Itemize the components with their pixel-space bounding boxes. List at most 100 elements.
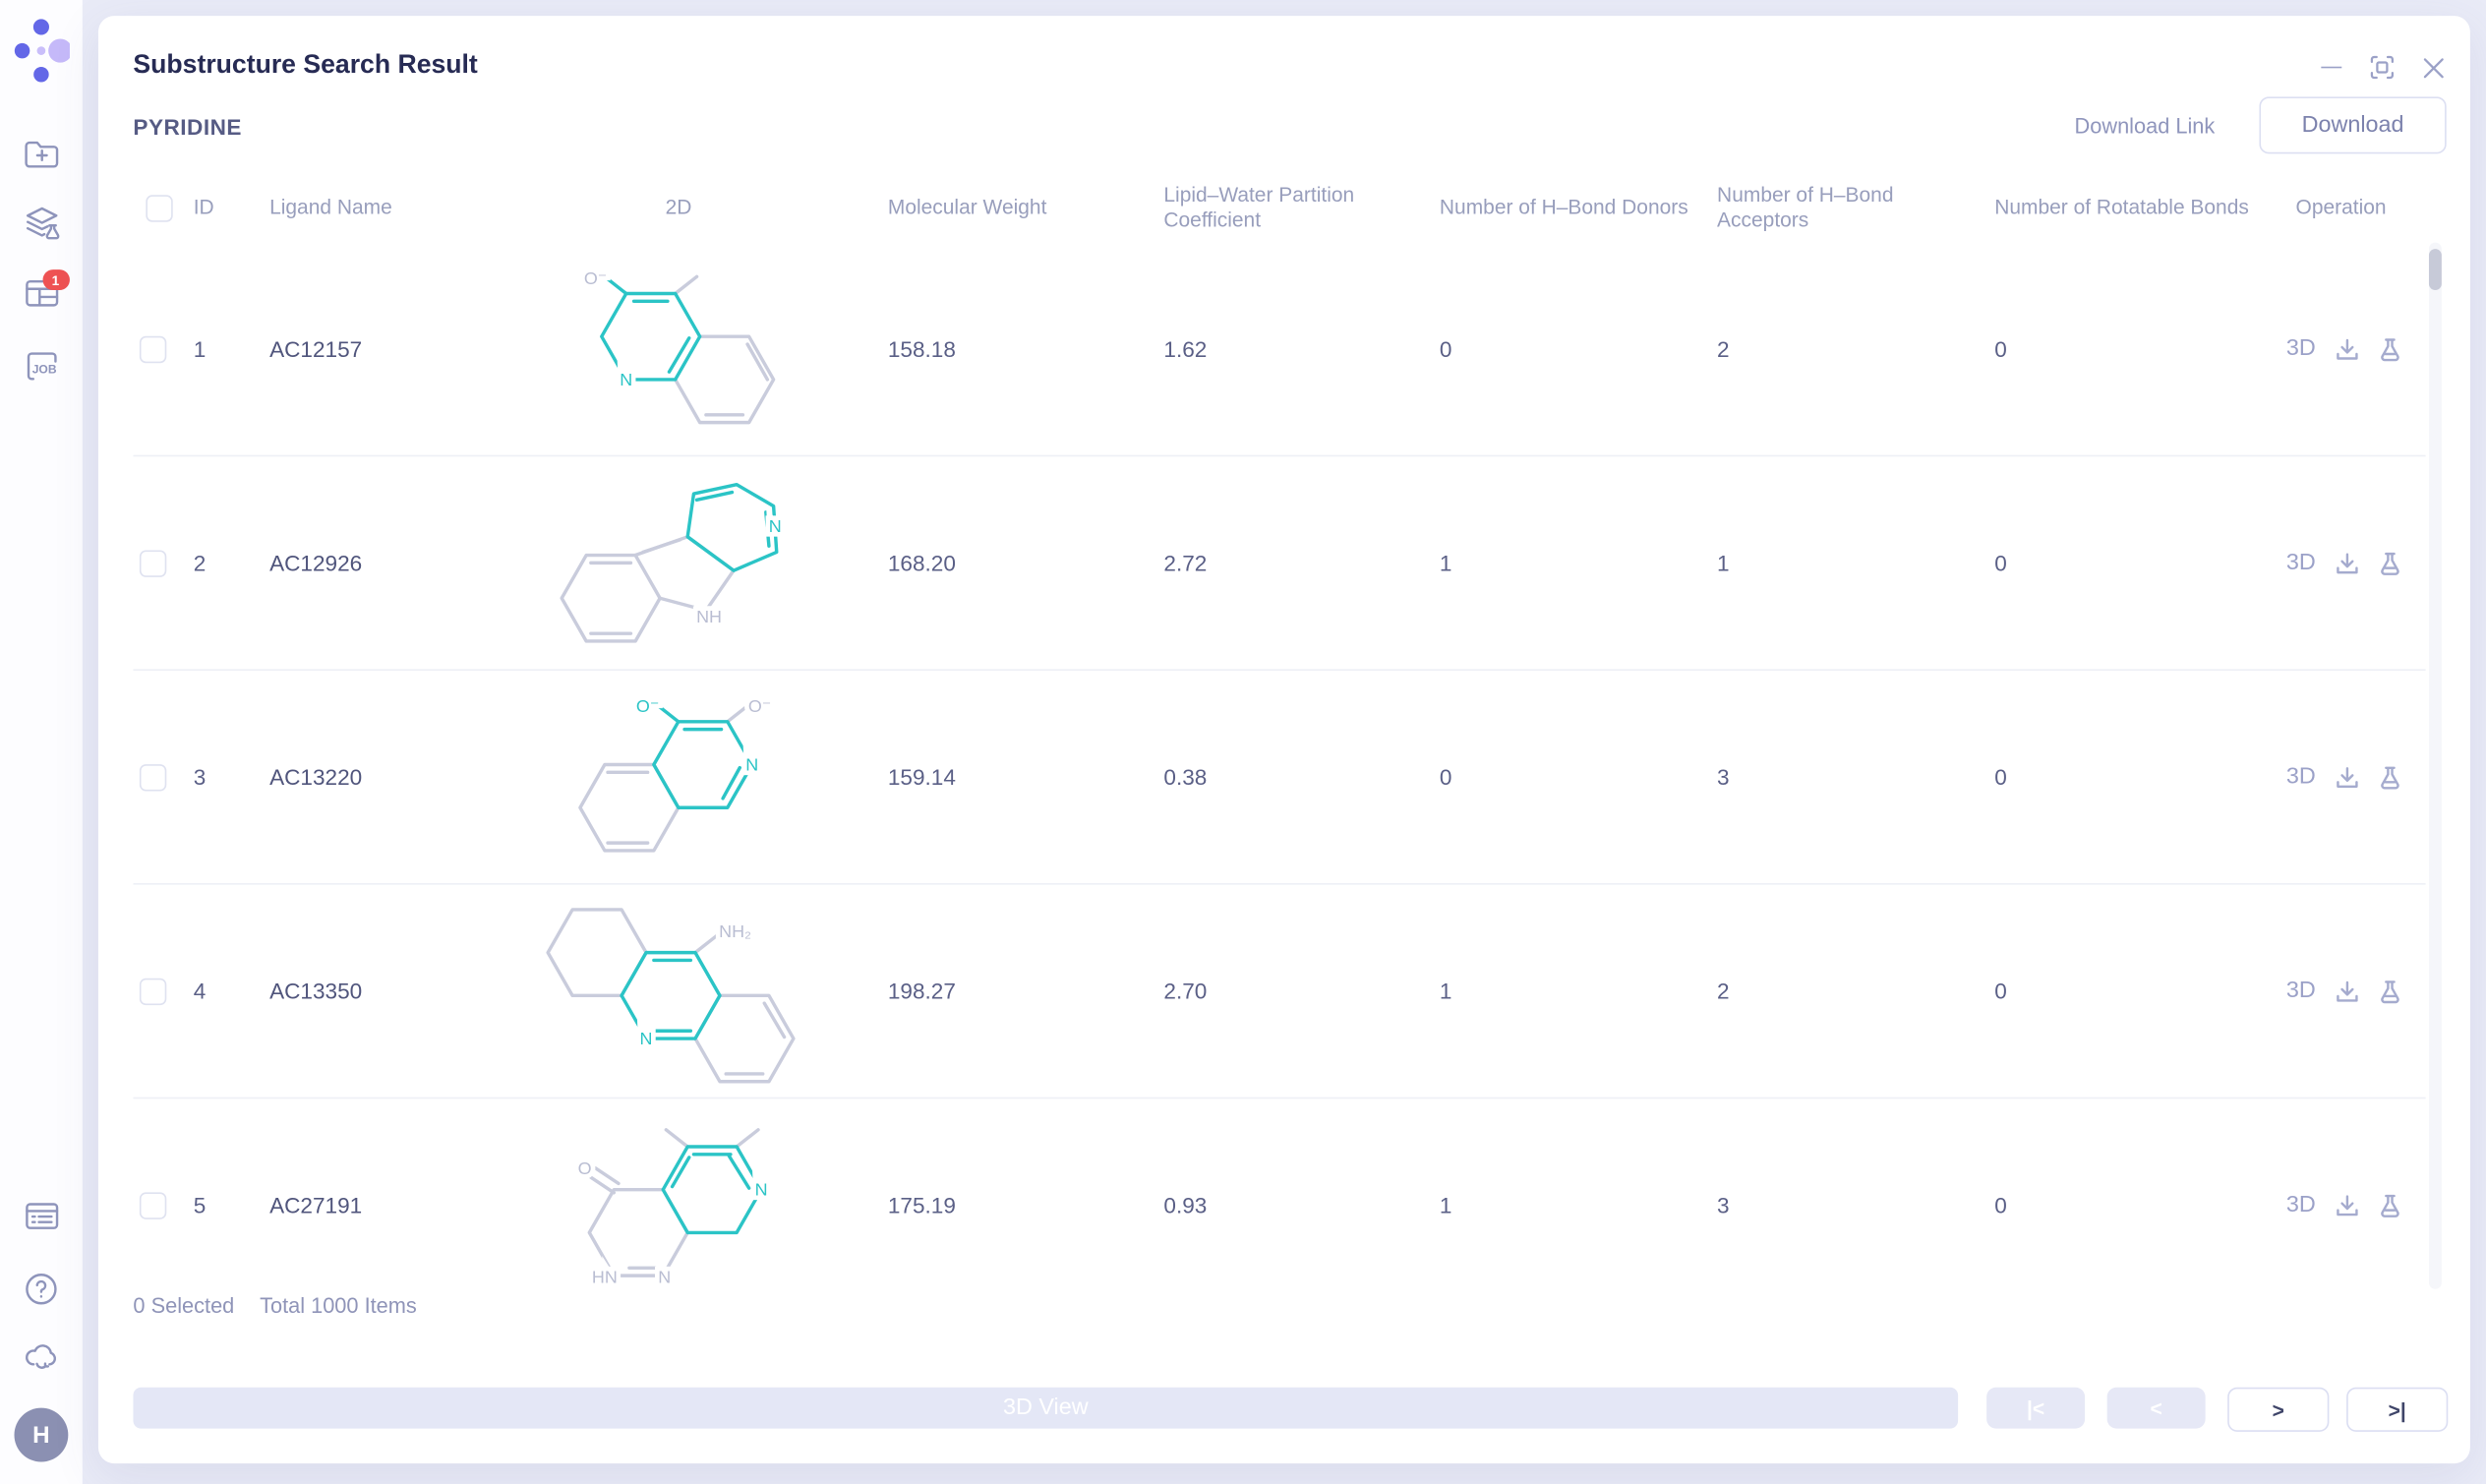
folder-plus-icon <box>24 141 58 168</box>
row-checkbox[interactable] <box>139 334 167 363</box>
view-3d-link[interactable]: 3D <box>2285 978 2316 1004</box>
close-button[interactable] <box>2421 55 2445 79</box>
view-3d-link[interactable]: 3D <box>2285 335 2316 362</box>
download-icon[interactable] <box>2335 765 2358 789</box>
cell-partition-coefficient: 2.72 <box>1163 550 1208 576</box>
select-all-checkbox[interactable] <box>146 194 173 221</box>
pagination-first[interactable]: |< <box>1986 1387 2086 1429</box>
cell-operation: 3D <box>2283 885 2426 1098</box>
cell-partition-coefficient: 2.70 <box>1163 978 1208 1004</box>
cell-ligand-name: AC13350 <box>269 978 363 1004</box>
svg-text:N: N <box>769 516 782 536</box>
substructure-search-modal: Substructure Search Result PYRIDINE Down… <box>97 16 2470 1464</box>
download-icon[interactable] <box>2335 1193 2358 1217</box>
flask-icon[interactable] <box>2378 337 2401 361</box>
cell-2d-structure: N NH₂ <box>539 885 875 1098</box>
col-rotatable-bonds: Number of Rotatable Bonds <box>1994 195 2249 219</box>
table-row: 2 AC12926 N NH 168.20 2.72 1 1 0 3D <box>133 456 2426 671</box>
cell-rotatable-bonds: 0 <box>1994 764 2007 790</box>
view-3d-link[interactable]: 3D <box>2285 1192 2316 1218</box>
row-checkbox[interactable] <box>139 977 167 1005</box>
svg-text:N: N <box>620 370 632 389</box>
cell-partition-coefficient: 0.38 <box>1163 764 1208 790</box>
minimize-button[interactable] <box>2320 55 2343 79</box>
layers-flask-icon <box>26 207 59 240</box>
svg-text:O⁻: O⁻ <box>636 696 659 716</box>
cell-hbond-donors: 1 <box>1439 978 1452 1004</box>
pagination-prev[interactable]: < <box>2106 1387 2206 1429</box>
flask-icon[interactable] <box>2378 765 2401 789</box>
svg-text:O: O <box>578 1158 592 1178</box>
cell-hbond-donors: 1 <box>1439 550 1452 576</box>
download-icon[interactable] <box>2335 979 2358 1003</box>
svg-text:NH: NH <box>696 607 722 626</box>
cell-molecular-weight: 198.27 <box>887 978 956 1004</box>
notification-badge: 1 <box>41 269 70 291</box>
view-3d-link[interactable]: 3D <box>2285 764 2316 790</box>
svg-text:N: N <box>640 1029 653 1048</box>
row-checkbox[interactable] <box>139 549 167 577</box>
cell-id: 4 <box>193 978 207 1004</box>
col-partition-coefficient: Lipid–Water Partition Coefficient <box>1163 182 1355 232</box>
selected-count: 0 Selected <box>133 1293 235 1318</box>
scrollbar-thumb[interactable] <box>2428 249 2442 291</box>
cell-ligand-name: AC12926 <box>269 550 363 576</box>
cell-2d-structure: O HN N N <box>539 1098 875 1292</box>
table-row: 3 AC13220 O⁻ O⁻ N 159.14 0.38 0 3 0 3D <box>133 671 2426 885</box>
download-link[interactable]: Download Link <box>2074 113 2216 138</box>
download-icon[interactable] <box>2335 551 2358 574</box>
view-3d-link[interactable]: 3D <box>2285 550 2316 576</box>
sidebar-item-help[interactable] <box>0 1272 83 1306</box>
cell-id: 5 <box>193 1192 207 1218</box>
pagination-last[interactable]: >| <box>2346 1387 2449 1432</box>
svg-text:NH₂: NH₂ <box>719 921 751 941</box>
cell-id: 3 <box>193 764 207 790</box>
col-2d: 2D <box>665 195 692 219</box>
cell-operation: 3D <box>2283 671 2426 883</box>
table-footer: 0 Selected Total 1000 Items <box>133 1294 416 1318</box>
col-hbond-acceptors: Number of H–Bond Acceptors <box>1717 182 1894 232</box>
cell-rotatable-bonds: 0 <box>1994 550 2007 576</box>
cell-molecular-weight: 159.14 <box>887 764 956 790</box>
sidebar-item-task-list[interactable] <box>0 1202 83 1230</box>
table-header: ID Ligand Name 2D Molecular Weight Lipid… <box>133 173 2425 243</box>
sidebar-item-cloud-sync[interactable] <box>0 1341 83 1372</box>
sidebar-item-results[interactable]: 1 <box>0 269 83 308</box>
cell-2d-structure: O⁻ O⁻ N <box>539 671 875 883</box>
cell-hbond-acceptors: 3 <box>1717 764 1730 790</box>
list-panel-icon <box>25 1203 58 1229</box>
cell-rotatable-bonds: 0 <box>1994 1192 2007 1218</box>
cell-ligand-name: AC12157 <box>269 335 363 362</box>
flask-icon[interactable] <box>2378 979 2401 1003</box>
download-icon[interactable] <box>2335 337 2358 361</box>
sidebar-item-jobs[interactable]: JOB <box>0 350 83 382</box>
download-button[interactable]: Download <box>2259 96 2447 154</box>
col-ligand-name: Ligand Name <box>269 195 392 219</box>
cell-hbond-acceptors: 2 <box>1717 335 1730 362</box>
table-row: 1 AC12157 O⁻ N 158.18 1.62 0 2 0 3D <box>133 243 2426 457</box>
cell-rotatable-bonds: 0 <box>1994 978 2007 1004</box>
cell-operation: 3D <box>2283 456 2426 669</box>
view-3d-button[interactable]: 3D View <box>133 1387 1959 1429</box>
scrollbar-track[interactable] <box>2428 242 2442 1289</box>
sidebar: 1 JOB <box>0 0 83 1484</box>
cell-2d-structure: O⁻ N <box>539 243 875 455</box>
cell-operation: 3D <box>2283 1098 2426 1292</box>
cell-rotatable-bonds: 0 <box>1994 335 2007 362</box>
svg-text:HN: HN <box>592 1268 618 1287</box>
row-checkbox[interactable] <box>139 763 167 791</box>
table-row: 5 AC27191 O HN N N 175.19 0.93 1 3 0 3D <box>133 1098 2425 1292</box>
flask-icon[interactable] <box>2378 1193 2401 1217</box>
cloud-sync-icon <box>25 1344 56 1369</box>
sidebar-item-ligand-library[interactable] <box>0 207 83 243</box>
user-avatar[interactable]: H <box>0 1407 83 1462</box>
pagination-next[interactable]: > <box>2227 1387 2330 1432</box>
maximize-button[interactable] <box>2370 55 2395 80</box>
flask-icon[interactable] <box>2378 551 2401 575</box>
row-checkbox[interactable] <box>139 1191 167 1219</box>
col-operation: Operation <box>2295 195 2387 219</box>
cell-molecular-weight: 168.20 <box>887 550 956 576</box>
molecule-2d-image: O⁻ N <box>579 264 776 425</box>
cell-hbond-acceptors: 2 <box>1717 978 1730 1004</box>
sidebar-item-new-project[interactable] <box>0 138 83 169</box>
